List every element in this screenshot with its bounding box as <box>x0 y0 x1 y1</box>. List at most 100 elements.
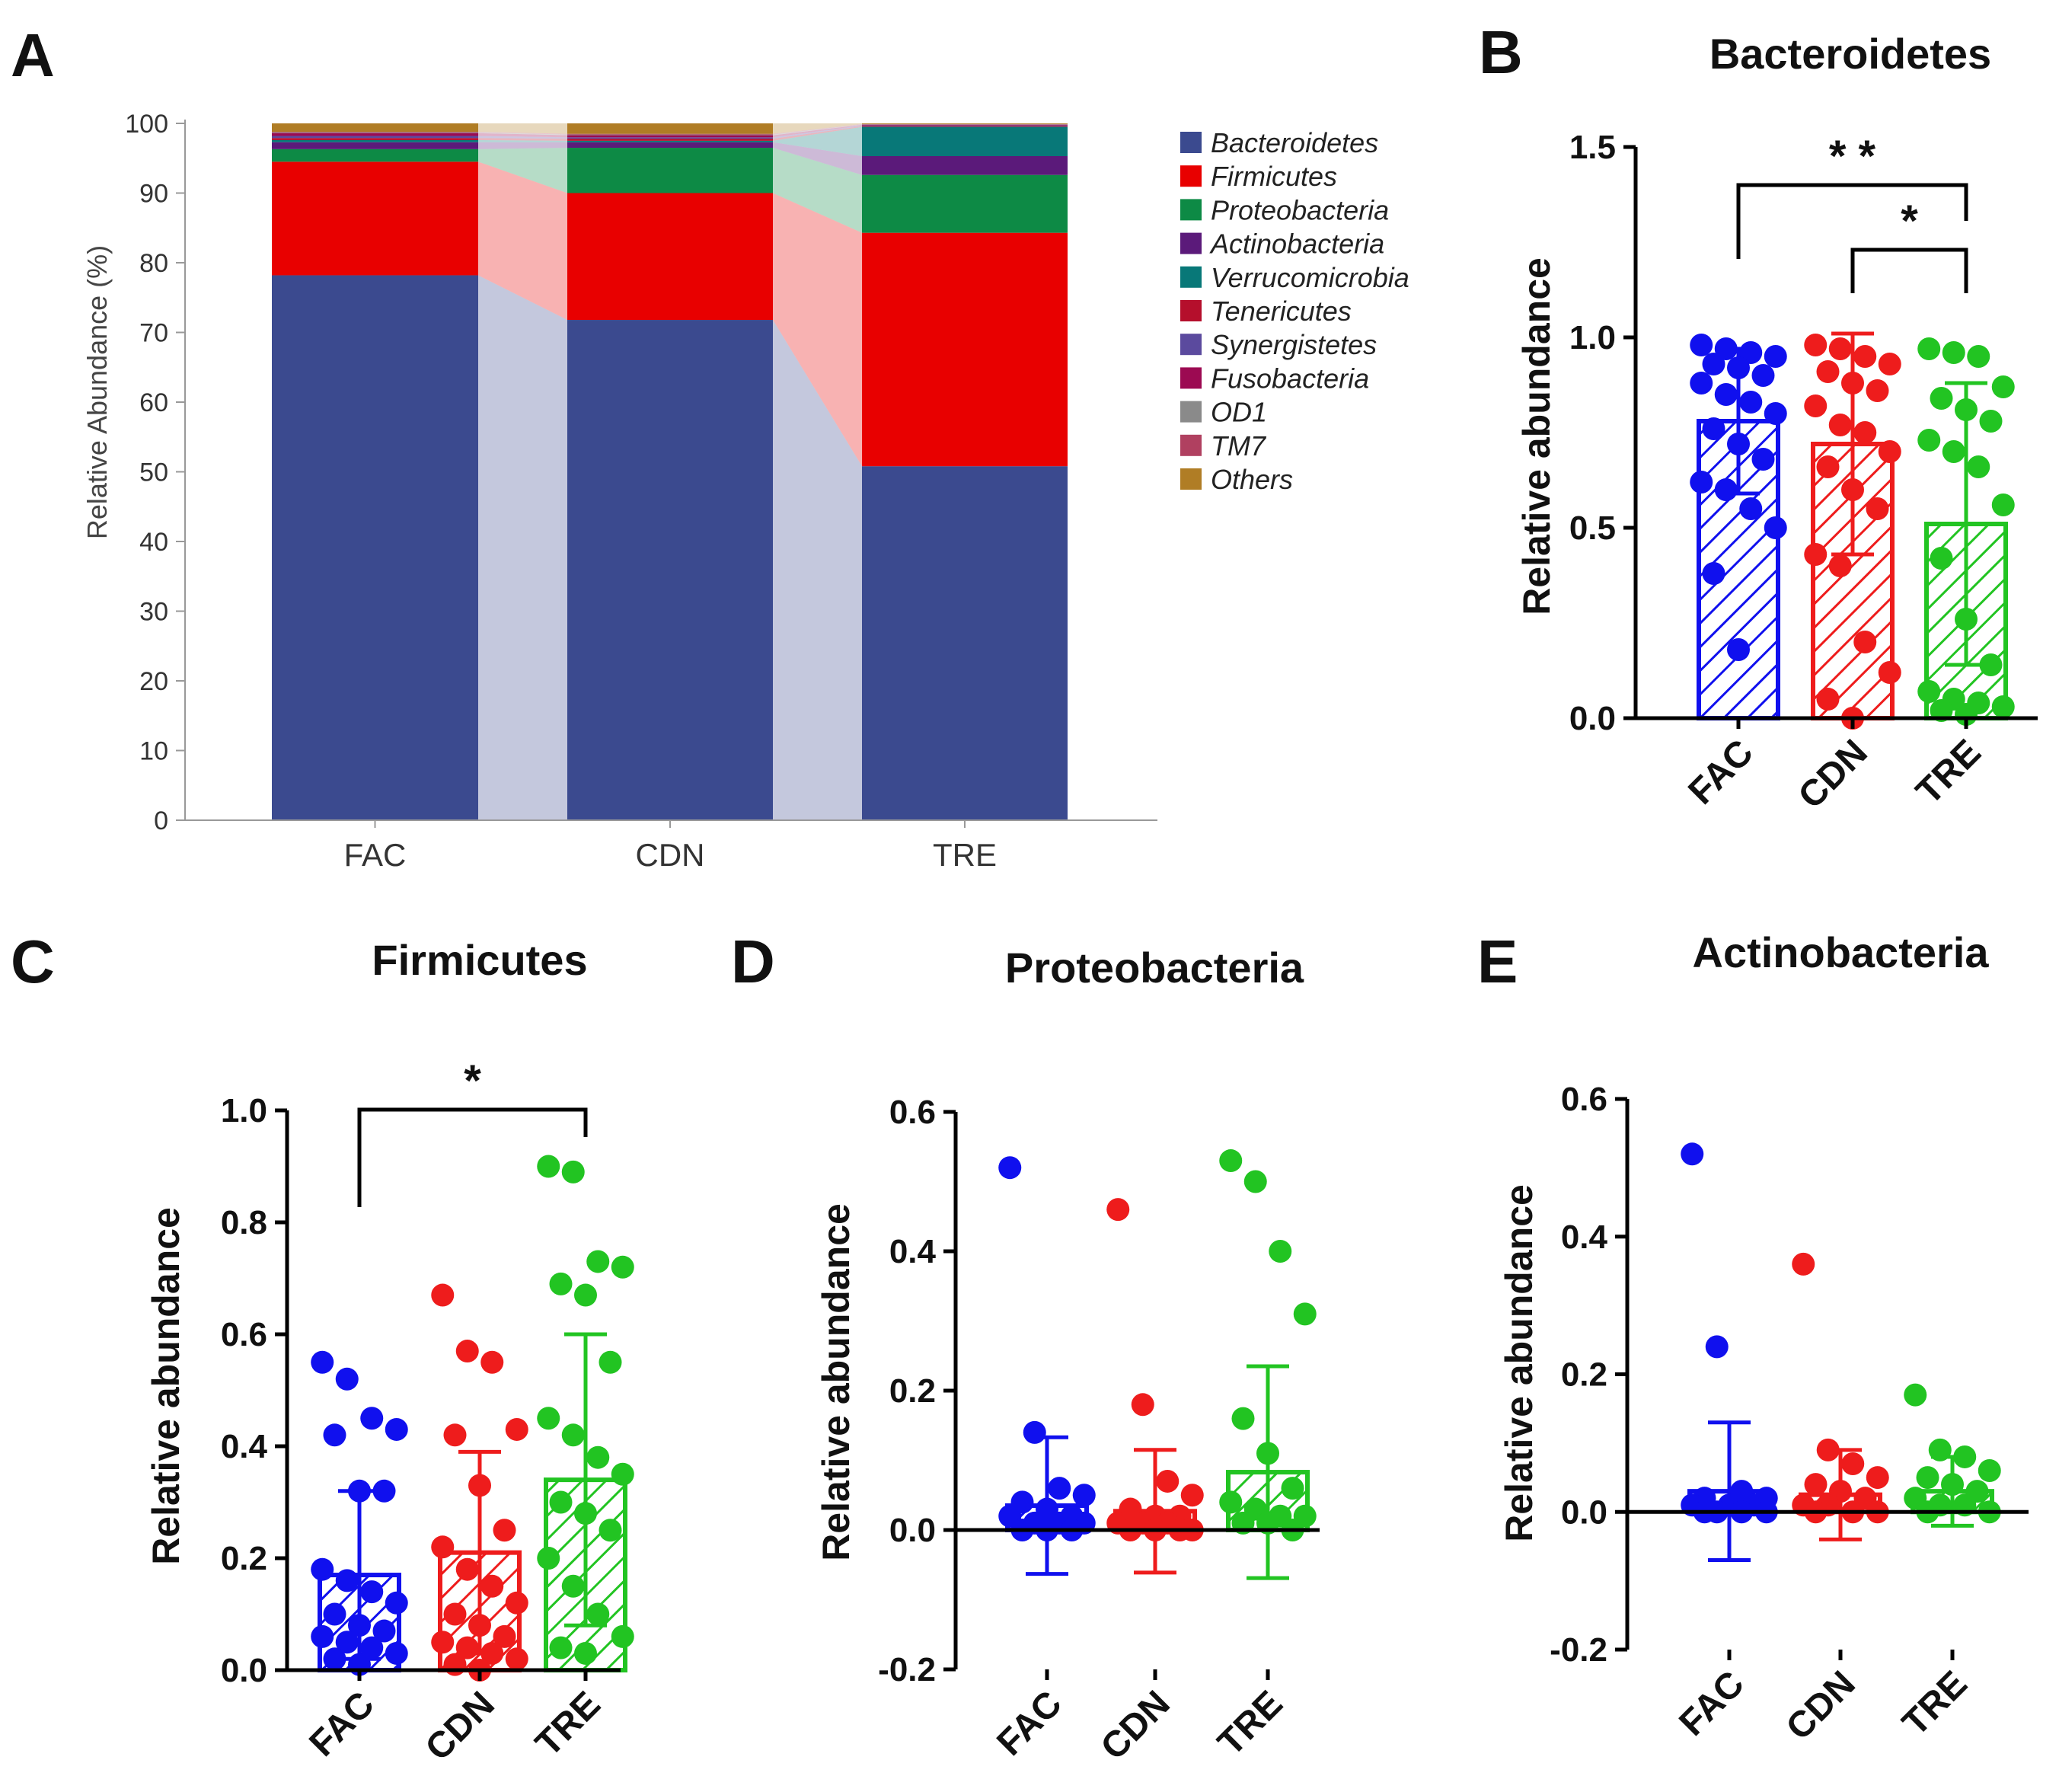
legend-label: Others <box>1211 464 1293 495</box>
x-tick-label: CDN <box>418 1684 503 1768</box>
data-point-tre <box>537 1547 560 1570</box>
data-point-fac <box>1727 638 1750 661</box>
legend: BacteroidetesFirmicutesProteobacteriaAct… <box>1180 127 1409 495</box>
data-point-tre <box>1256 1442 1279 1465</box>
y-tick-label: 0.8 <box>221 1204 267 1241</box>
data-point-tre <box>1955 608 1978 631</box>
x-tick-label: CDN <box>636 837 705 873</box>
legend-label: Verrucomicrobia <box>1211 262 1409 293</box>
y-tick-label: 1.0 <box>221 1092 267 1129</box>
data-point-fac <box>360 1636 384 1659</box>
data-point-cdn <box>455 1636 479 1659</box>
firmicutes-chart: Firmicutes Relative abundance FAC CDN TRE 0… <box>145 936 634 1768</box>
data-point-fac <box>1739 341 1763 364</box>
bar-segment-fac-others <box>272 123 478 132</box>
flow-band-verrucomicrobia <box>773 126 862 157</box>
x-tick-label: TRE <box>528 1684 608 1764</box>
bar-segment-cdn-verrucomicrobia <box>567 140 773 142</box>
legend-swatch <box>1180 300 1202 321</box>
data-point-cdn <box>1816 688 1840 711</box>
data-point-cdn <box>1156 1469 1180 1493</box>
data-point-fac <box>323 1602 346 1626</box>
bar-segment-fac-tm7 <box>272 131 478 133</box>
y-tick-label: 0.0 <box>221 1652 267 1689</box>
data-point-cdn <box>1878 353 1901 375</box>
flow-band-proteobacteria <box>773 148 862 233</box>
data-point-fac <box>360 1407 384 1430</box>
data-point-tre <box>599 1350 622 1374</box>
data-point-fac <box>385 1641 408 1665</box>
legend-label: OD1 <box>1211 397 1267 428</box>
y-tick-label: 60 <box>139 388 168 417</box>
data-point-cdn <box>1878 440 1901 463</box>
bar-segment-cdn-actinobacteria <box>567 142 773 149</box>
data-point-tre <box>574 1641 597 1665</box>
y-axis-label: Relative Abundance (%) <box>81 245 113 539</box>
legend-swatch <box>1180 367 1202 389</box>
chart-title: Proteobacteria <box>1005 944 1304 992</box>
flow-band-synergistetes <box>478 136 567 139</box>
data-point-fac <box>1727 356 1750 379</box>
data-point-tre <box>1243 1170 1267 1193</box>
data-point-fac <box>1072 1484 1096 1507</box>
flow-band-od1 <box>773 124 862 136</box>
data-point-tre <box>561 1574 585 1598</box>
data-point-tre <box>1991 695 2015 718</box>
legend-swatch <box>1180 266 1202 288</box>
data-point-cdn <box>480 1350 504 1374</box>
y-tick-label: 0.4 <box>221 1428 268 1465</box>
y-tick-label: -0.2 <box>878 1651 936 1688</box>
flow-band-bacteroidetes <box>773 320 862 820</box>
legend-label: Synergistetes <box>1211 329 1377 360</box>
legend-label: Tenericutes <box>1211 295 1352 327</box>
bar-segment-cdn-others <box>567 123 773 134</box>
data-point-tre <box>1928 1438 1952 1461</box>
data-point-cdn <box>1866 379 1889 402</box>
significance-bracket <box>357 1107 588 1207</box>
bar-segment-tre-proteobacteria <box>862 174 1068 233</box>
data-point-tre <box>537 1155 560 1178</box>
y-axis-label: Relative abundance <box>1515 257 1558 615</box>
data-point-tre <box>1979 410 2003 433</box>
legend-swatch <box>1180 232 1202 254</box>
flow-band-proteobacteria <box>478 148 567 193</box>
data-point-fac <box>1751 448 1775 471</box>
data-point-fac <box>1681 1142 1704 1166</box>
y-axis-label: Relative abundance <box>1498 1184 1540 1542</box>
bar-segment-cdn-bacteroidetes <box>567 320 773 820</box>
data-point-fac <box>1714 383 1738 406</box>
y-tick-label: 30 <box>139 598 168 627</box>
data-point-fac <box>372 1479 396 1503</box>
y-tick-label: -0.2 <box>1550 1631 1607 1669</box>
data-point-fac <box>1048 1477 1071 1500</box>
bar-segment-tre-bacteroidetes <box>862 466 1068 820</box>
data-point-tre <box>1904 1383 1927 1407</box>
bacteroidetes-chart: Bacteroidetes Relative abundance FAC CDN T… <box>1515 30 2038 816</box>
data-point-cdn <box>1804 1473 1828 1497</box>
data-point-tre <box>1281 1477 1304 1500</box>
data-point-cdn <box>1878 661 1901 684</box>
data-point-tre <box>1917 429 1941 452</box>
flow-band-tm7 <box>773 123 862 135</box>
data-point-fac <box>323 1647 346 1671</box>
flow-band-bacteroidetes <box>478 275 567 821</box>
data-point-cdn <box>431 1535 455 1559</box>
data-point-tre <box>599 1519 622 1542</box>
bar-segment-tre-fusobacteria <box>862 124 1068 126</box>
legend-label: TM7 <box>1211 430 1267 462</box>
y-tick-label: 0.5 <box>1569 509 1616 547</box>
data-point-tre <box>1269 1240 1292 1263</box>
bar-segment-fac-bacteroidetes <box>272 275 478 821</box>
flow-band-fusobacteria <box>773 124 862 138</box>
y-tick-label: 90 <box>139 180 168 209</box>
data-point-cdn <box>443 1602 467 1626</box>
panel-letter-b: B <box>1479 18 1523 86</box>
bar-segment-cdn-od1 <box>567 134 773 136</box>
x-tick-label: CDN <box>1093 1683 1178 1768</box>
y-tick-label: 20 <box>139 667 168 696</box>
bar-segment-fac-synergistetes <box>272 136 478 139</box>
data-point-tre <box>1941 1473 1964 1497</box>
data-point-tre <box>586 1602 610 1626</box>
x-tick-label: CDN <box>1791 732 1875 816</box>
data-point-tre <box>1219 1490 1243 1514</box>
